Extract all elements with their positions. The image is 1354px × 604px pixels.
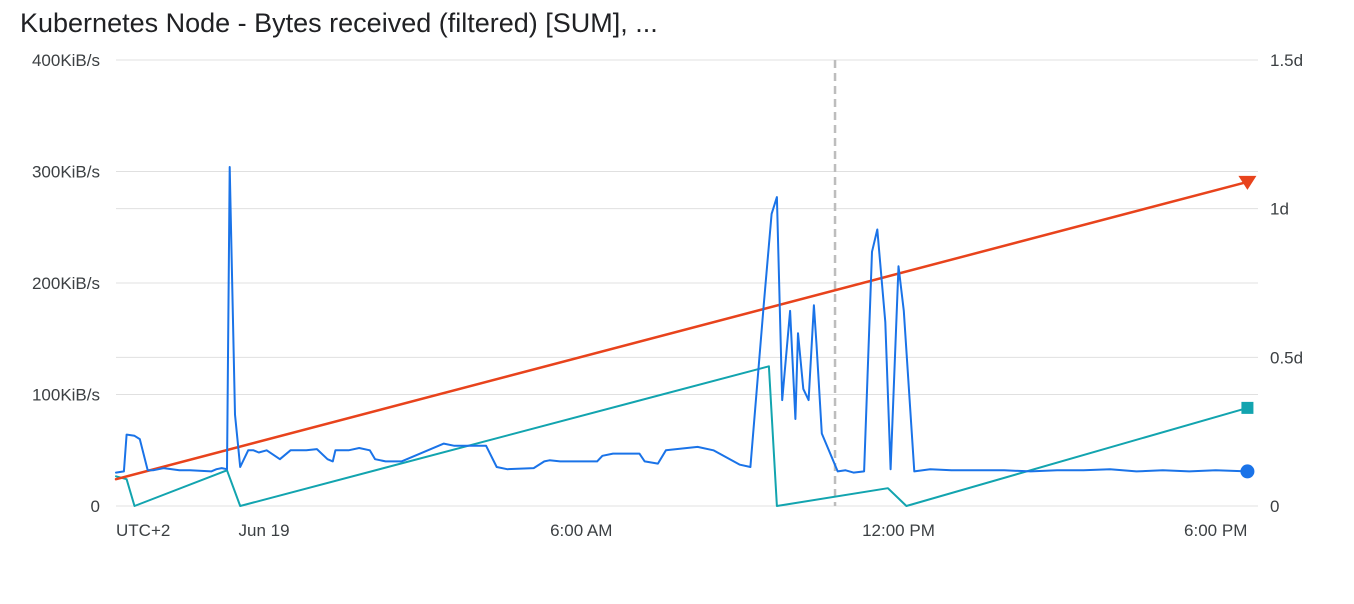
right-y-tick-label-3: 1.5d (1270, 51, 1303, 70)
left-y-tick-label-3: 300KiB/s (32, 163, 100, 182)
right-y-tick-label-1: 0.5d (1270, 348, 1303, 367)
left-y-axis: 0 100KiB/s 200KiB/s 300KiB/s 400KiB/s (32, 51, 100, 516)
right-y-axis: 0 0.5d 1d 1.5d (1270, 51, 1303, 516)
series-end-marker-0[interactable] (1240, 464, 1255, 479)
series-end-marker-2[interactable] (1238, 175, 1257, 190)
x-tick-label-4: 6:00 PM (1184, 521, 1247, 540)
timezone-label: UTC+2 (116, 521, 170, 540)
x-axis: UTC+2 Jun 19 6:00 AM 12:00 PM 6:00 PM (116, 521, 1247, 540)
series-lines[interactable] (114, 166, 1249, 507)
series-end-markers[interactable] (1238, 175, 1257, 479)
right-y-tick-label-2: 1d (1270, 200, 1289, 219)
left-y-tick-label-1: 100KiB/s (32, 386, 100, 405)
x-tick-label-1: Jun 19 (239, 521, 290, 540)
chart-title: Kubernetes Node - Bytes received (filter… (20, 8, 658, 38)
grid-lines (116, 59, 1258, 507)
series-line-1[interactable] (115, 365, 1249, 507)
series-line-0[interactable] (115, 166, 1249, 474)
right-y-tick-label-0: 0 (1270, 497, 1279, 516)
x-tick-label-3: 12:00 PM (862, 521, 935, 540)
series-end-marker-1[interactable] (1241, 401, 1254, 414)
left-y-tick-label-0: 0 (91, 497, 100, 516)
left-y-tick-label-4: 400KiB/s (32, 51, 100, 70)
series-line-2[interactable] (114, 180, 1249, 481)
x-tick-label-2: 6:00 AM (550, 521, 612, 540)
left-y-tick-label-2: 200KiB/s (32, 274, 100, 293)
